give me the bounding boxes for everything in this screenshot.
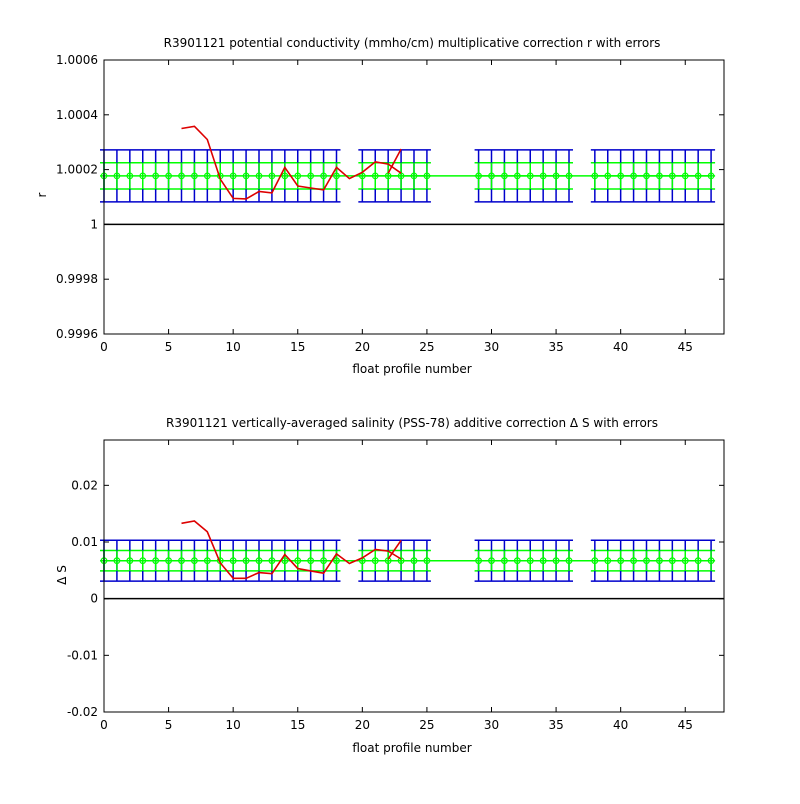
- fit-point: [307, 557, 315, 565]
- x-tick-label: 30: [484, 340, 499, 354]
- y-tick-label: 1.0006: [56, 53, 98, 67]
- fit-point: [294, 557, 302, 565]
- y-tick-label: 0.9996: [56, 327, 98, 341]
- x-tick-label: 0: [100, 340, 108, 354]
- fit-point: [320, 172, 327, 180]
- x-tick-label: 5: [165, 340, 173, 354]
- x-axis-label: float profile number: [352, 362, 471, 376]
- chart-salinity-correction: R3901121 vertically-averaged salinity (P…: [55, 416, 725, 755]
- fit-point: [242, 172, 250, 180]
- data-series-line: [181, 125, 402, 200]
- axes-frame: [103, 439, 725, 713]
- x-tick-label: 20: [355, 718, 370, 732]
- fit-point: [268, 172, 276, 180]
- fit-point: [281, 172, 289, 180]
- x-tick-label: 25: [419, 718, 434, 732]
- chart-title: R3901121 potential conductivity (mmho/cm…: [164, 36, 661, 50]
- fit-point: [126, 172, 134, 180]
- x-tick-label: 30: [484, 718, 499, 732]
- y-axis-label: Δ S: [55, 565, 69, 585]
- x-tick-label: 40: [613, 718, 628, 732]
- chart-title: R3901121 vertically-averaged salinity (P…: [166, 416, 658, 430]
- fit-point: [242, 557, 250, 565]
- fit-point: [139, 557, 147, 565]
- x-tick-label: 45: [678, 718, 693, 732]
- fit-point: [165, 172, 172, 180]
- fit-point: [113, 557, 121, 565]
- x-tick-label: 45: [678, 340, 693, 354]
- fit-point: [152, 557, 160, 565]
- fit-point: [268, 557, 276, 565]
- fit-point: [255, 557, 263, 565]
- x-tick-label: 40: [613, 340, 628, 354]
- y-tick-label: 0.01: [71, 535, 98, 549]
- data-series-line: [181, 520, 402, 580]
- fit-point: [165, 557, 172, 565]
- y-tick-label: -0.01: [67, 648, 98, 662]
- y-tick-label: 1.0002: [56, 163, 98, 177]
- fit-point: [294, 172, 302, 180]
- x-tick-label: 35: [548, 718, 563, 732]
- fit-point: [307, 172, 315, 180]
- fit-point: [139, 172, 147, 180]
- fit-point: [229, 557, 237, 565]
- fit-point: [203, 557, 211, 565]
- fit-point: [281, 557, 289, 565]
- chart-conductivity-correction: R3901121 potential conductivity (mmho/cm…: [35, 36, 725, 376]
- y-tick-label: 0: [90, 592, 98, 606]
- x-axis-label: float profile number: [352, 741, 471, 755]
- plot-area: 0 5 10 15 20 25 30 35 40 45 0.9996 0.9998 1 1.0002 1.0…: [56, 53, 725, 354]
- data-series-tail: [387, 539, 402, 560]
- axes-frame: [103, 59, 725, 335]
- x-tick-label: 15: [290, 340, 305, 354]
- x-tick-label: 10: [226, 718, 241, 732]
- fit-point: [113, 172, 121, 180]
- x-tick-label: 5: [165, 718, 173, 732]
- fit-point: [191, 557, 198, 565]
- x-tick-label: 20: [355, 340, 370, 354]
- plot-area: 0 5 10 15 20 25 30 35 40 45 -0.02 -0.01 0 0.01 0.02: [67, 439, 725, 732]
- y-tick-label: 0.9998: [56, 272, 98, 286]
- x-tick-label: 10: [226, 340, 241, 354]
- x-tick-label: 15: [290, 718, 305, 732]
- fit-point: [320, 557, 327, 565]
- x-tick-label: 25: [419, 340, 434, 354]
- data-series-tail: [387, 148, 402, 174]
- fit-point: [191, 172, 198, 180]
- y-tick-label: -0.02: [67, 705, 98, 719]
- x-tick-label: 0: [100, 718, 108, 732]
- fit-point: [178, 557, 185, 565]
- fit-point: [178, 172, 185, 180]
- fit-point: [255, 172, 263, 180]
- fit-point: [203, 172, 211, 180]
- fit-point: [126, 557, 134, 565]
- y-tick-label: 1: [90, 217, 98, 231]
- y-tick-label: 1.0004: [56, 108, 98, 122]
- fit-point: [229, 172, 237, 180]
- y-tick-label: 0.02: [71, 478, 98, 492]
- y-axis-label: r: [35, 192, 49, 197]
- fit-point: [152, 172, 160, 180]
- x-tick-label: 35: [548, 340, 563, 354]
